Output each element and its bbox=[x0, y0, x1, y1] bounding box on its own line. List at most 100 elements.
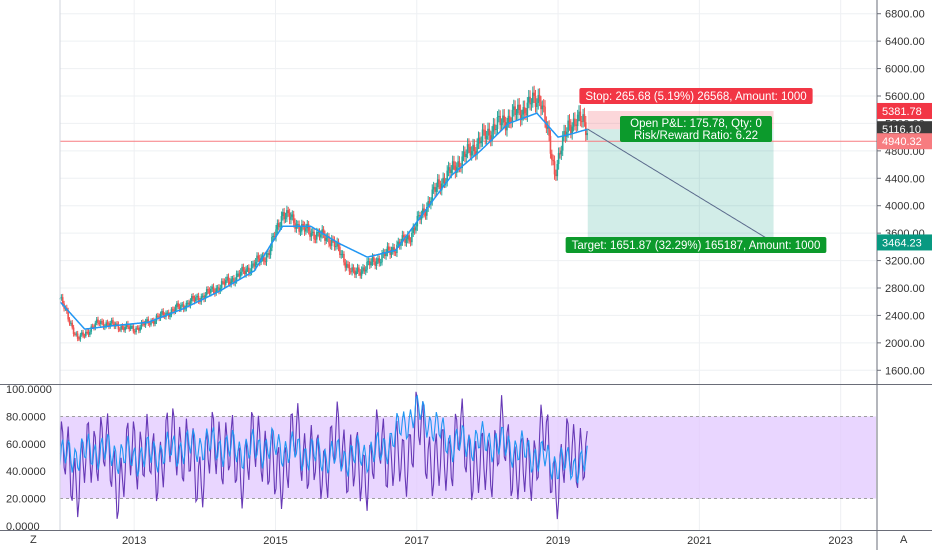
price-tag-box bbox=[877, 133, 932, 150]
candle-body bbox=[449, 167, 451, 174]
candle-body bbox=[242, 266, 245, 271]
candle-body bbox=[292, 214, 295, 223]
target-label[interactable]: Target: 1651.87 (32.29%) 165187, Amount:… bbox=[565, 237, 827, 253]
candle-body bbox=[526, 102, 529, 116]
candle-body bbox=[580, 121, 583, 123]
candle-body bbox=[534, 96, 537, 107]
candle-body bbox=[102, 322, 105, 328]
position-annotations[interactable]: Stop: 265.68 (5.19%) 26568, Amount: 1000… bbox=[565, 88, 827, 253]
candle-body bbox=[132, 326, 135, 332]
candle-body bbox=[159, 313, 162, 319]
candle-body bbox=[329, 243, 332, 246]
axis-corner-left[interactable]: Z bbox=[30, 534, 37, 546]
candle-body bbox=[552, 159, 554, 162]
candle-body bbox=[362, 267, 364, 271]
candle-body bbox=[216, 287, 219, 289]
candle-body bbox=[385, 252, 387, 256]
candle-body bbox=[127, 323, 129, 327]
stop-label[interactable]: Stop: 265.68 (5.19%) 26568, Amount: 1000 bbox=[579, 88, 813, 104]
candle-body bbox=[307, 224, 310, 231]
candle-body bbox=[458, 161, 461, 167]
candle-body bbox=[287, 210, 290, 214]
candle-body bbox=[530, 102, 533, 105]
candle-body bbox=[269, 247, 272, 256]
candle-body bbox=[364, 269, 367, 272]
candle-body bbox=[70, 322, 72, 324]
candle-body bbox=[363, 267, 366, 272]
candle-body bbox=[514, 106, 516, 115]
pnl-text: Open P&L: 175.78, Qty: 0 bbox=[630, 118, 762, 130]
candle-body bbox=[427, 201, 429, 208]
candle-body bbox=[82, 332, 84, 336]
candle-body bbox=[495, 129, 497, 131]
candle-body bbox=[487, 128, 489, 136]
candle-body bbox=[496, 117, 499, 130]
candle-body bbox=[527, 96, 530, 103]
candle-body bbox=[352, 267, 355, 271]
candle-body bbox=[204, 295, 207, 300]
price-tick-label: 3200.00 bbox=[885, 256, 925, 268]
candle-body bbox=[185, 302, 188, 309]
candle-body bbox=[311, 231, 314, 233]
oscillator-tick-label: 80.0000 bbox=[6, 411, 46, 423]
candle-body bbox=[492, 124, 495, 132]
candle-body bbox=[434, 186, 436, 192]
candle-body bbox=[537, 95, 540, 103]
axis-corner-right[interactable]: A bbox=[900, 534, 908, 546]
candle-body bbox=[135, 327, 137, 333]
candle-body bbox=[226, 276, 228, 281]
candle-body bbox=[171, 309, 174, 311]
candle-body bbox=[211, 286, 213, 289]
candle-body bbox=[182, 304, 185, 310]
candle-body bbox=[431, 189, 434, 202]
candle-body bbox=[521, 114, 523, 121]
candle-body bbox=[464, 151, 466, 158]
candle-body bbox=[282, 212, 284, 217]
candle-body bbox=[147, 319, 150, 324]
candle-body bbox=[375, 261, 378, 266]
candle-body bbox=[386, 246, 389, 253]
candle-body bbox=[203, 295, 205, 300]
candle-body bbox=[123, 327, 125, 331]
candle-body bbox=[310, 232, 313, 237]
candle-body bbox=[238, 273, 241, 277]
pnl-box bbox=[620, 116, 772, 142]
candle-body bbox=[584, 122, 587, 136]
candle-body bbox=[328, 236, 330, 244]
candle-body bbox=[575, 124, 578, 127]
candle-body bbox=[576, 114, 579, 127]
candle-body bbox=[408, 235, 410, 241]
candle-body bbox=[383, 252, 386, 256]
candle-body bbox=[146, 319, 148, 322]
candle-body bbox=[219, 288, 222, 292]
candle-body bbox=[476, 143, 478, 155]
candle-body bbox=[468, 144, 470, 147]
candle-body bbox=[371, 257, 374, 263]
candle-body bbox=[60, 297, 63, 299]
candle-body bbox=[85, 331, 87, 337]
candle-body bbox=[413, 227, 416, 231]
oscillator-d-line bbox=[59, 394, 588, 484]
candle-body bbox=[290, 216, 292, 220]
candle-body bbox=[68, 319, 71, 324]
candle-body bbox=[99, 321, 102, 325]
price-tick-label: 2800.00 bbox=[885, 283, 925, 295]
candle-body bbox=[432, 186, 435, 190]
candle-body bbox=[89, 331, 91, 335]
candle-body bbox=[348, 264, 351, 272]
candle-body bbox=[324, 234, 326, 241]
candle-body bbox=[180, 305, 182, 310]
candle-body bbox=[218, 287, 220, 292]
position-trend-line bbox=[587, 128, 774, 243]
candle-body bbox=[370, 262, 372, 266]
candle-body bbox=[574, 118, 576, 125]
candle-body bbox=[150, 320, 152, 325]
candle-body bbox=[192, 296, 194, 299]
candle-body bbox=[288, 213, 291, 220]
candle-body bbox=[256, 255, 258, 262]
candle-body bbox=[214, 291, 216, 294]
candle-body bbox=[379, 262, 382, 264]
